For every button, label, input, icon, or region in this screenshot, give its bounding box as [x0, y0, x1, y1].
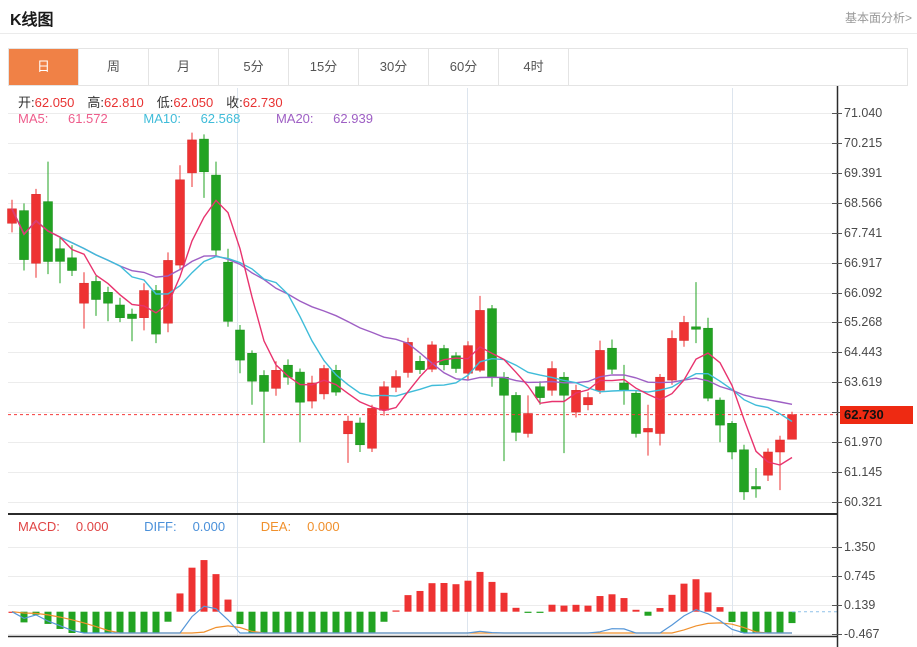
high-label: 高:	[87, 95, 105, 110]
ma5-readout: MA5: 61.572	[18, 111, 108, 126]
high-value: 62.810	[104, 95, 144, 110]
title-divider	[0, 33, 917, 34]
low-value: 62.050	[173, 95, 214, 110]
ohlc-readout: 开:62.050 高:62.810 低:62.050 收:62.730	[18, 92, 296, 111]
open-label: 开:	[18, 95, 35, 110]
diff-value: DIFF: 0.000	[144, 519, 226, 534]
y-axis-label: 71.040	[844, 106, 883, 120]
y-axis-label: 66.917	[844, 256, 883, 270]
page-title: K线图	[10, 12, 54, 29]
close-label: 收:	[226, 95, 243, 110]
macd-value: MACD: 0.000	[18, 519, 109, 534]
ma20-readout: MA20: 62.939	[275, 111, 373, 126]
y-axis-label: 60.321	[844, 495, 883, 509]
tab-15分[interactable]: 15分	[289, 49, 359, 85]
y-axis-label: 66.092	[844, 286, 883, 300]
y-axis-label: 1.350	[844, 540, 876, 554]
low-label: 低:	[156, 95, 174, 110]
y-axis-label: -0.467	[844, 627, 880, 641]
macd-readout: MACD: 0.000 DIFF: 0.000 DEA: 0.000	[18, 519, 372, 534]
y-axis-label: 69.391	[844, 166, 883, 180]
y-axis-label: 0.745	[844, 569, 876, 583]
tab-30分[interactable]: 30分	[359, 49, 429, 85]
chart-area[interactable]	[0, 86, 917, 647]
close-value: 62.730	[242, 95, 283, 110]
y-axis-label: 0.139	[844, 598, 876, 612]
dea-value: DEA: 0.000	[260, 519, 340, 534]
fundamental-analysis-link[interactable]: 基本面分析>	[844, 11, 912, 25]
open-value: 62.050	[34, 95, 75, 110]
y-axis-label: 65.268	[844, 315, 883, 329]
tab-5分[interactable]: 5分	[219, 49, 289, 85]
tab-月[interactable]: 月	[149, 49, 219, 85]
tab-周[interactable]: 周	[79, 49, 149, 85]
y-axis-label: 63.619	[844, 375, 883, 389]
y-axis-label: 68.566	[844, 196, 883, 210]
tab-60分[interactable]: 60分	[429, 49, 499, 85]
period-tab-bar: 日周月 5分 15分 30分 60分 4时	[8, 48, 908, 86]
y-axis-label: 61.145	[844, 465, 883, 479]
y-axis-label: 64.443	[844, 345, 883, 359]
tab-日[interactable]: 日	[9, 49, 79, 85]
y-axis-label: 61.970	[844, 435, 883, 449]
ma10-readout: MA10: 62.568	[143, 111, 241, 126]
y-axis-label: 67.741	[844, 226, 883, 240]
tab-4时[interactable]: 4时	[499, 49, 569, 85]
ma-readout: MA5: 61.572 MA10: 62.568 MA20: 62.939	[18, 111, 405, 126]
current-price-badge: 62.730	[840, 406, 913, 424]
y-axis-label: 70.215	[844, 136, 883, 150]
